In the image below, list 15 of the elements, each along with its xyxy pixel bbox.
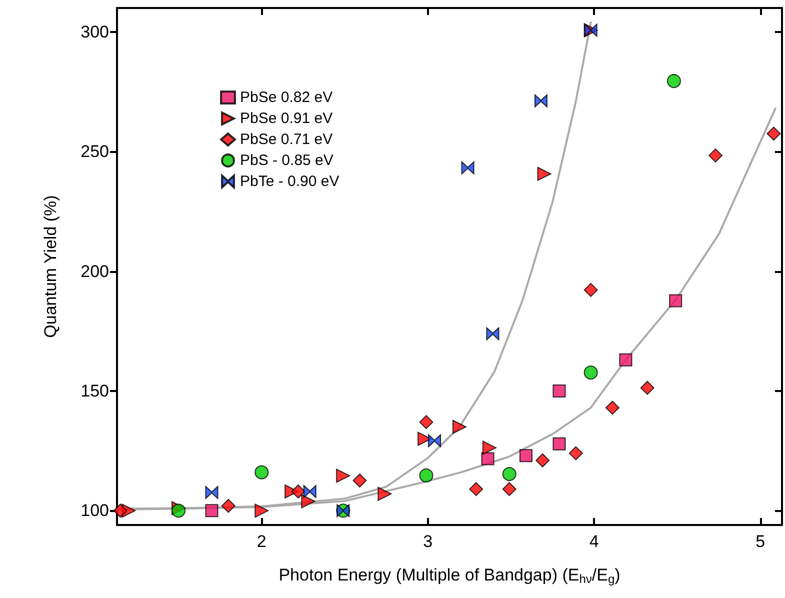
legend-label: PbTe - 0.90 eV [240, 173, 340, 190]
legend-label: PbSe 0.91 eV [240, 110, 333, 127]
x-tick-label: 3 [423, 532, 433, 551]
y-axis-title: Quantum Yield (%) [41, 195, 60, 338]
x-tick-label: 4 [589, 532, 599, 551]
y-tick-label: 300 [80, 22, 109, 42]
legend-label: PbSe 0.82 eV [240, 89, 333, 106]
x-tick-label: 5 [756, 532, 766, 551]
y-tick-label: 150 [80, 381, 109, 400]
y-tick-label: 200 [80, 262, 109, 281]
legend-label: PbS - 0.85 eV [240, 152, 334, 169]
y-tick-label: 100 [80, 501, 109, 520]
y-tick-label: 250 [80, 142, 109, 162]
x-tick-label: 2 [256, 532, 266, 551]
legend-label: PbSe 0.71 eV [240, 131, 333, 148]
